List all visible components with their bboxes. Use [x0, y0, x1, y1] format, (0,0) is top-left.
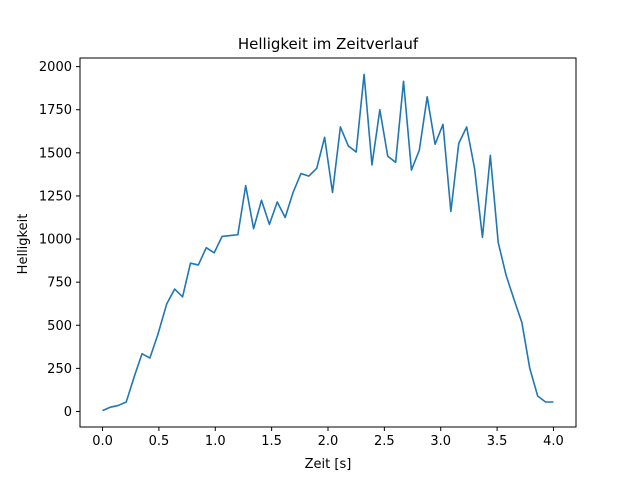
- y-tick-label: 1000: [39, 233, 72, 248]
- x-tick-label: 2.0: [318, 434, 339, 449]
- x-tick-label: 4.0: [543, 434, 564, 449]
- y-axis-label: Helligkeit: [16, 214, 31, 275]
- y-tick-label: 750: [47, 276, 72, 291]
- plot-background: [80, 58, 576, 427]
- x-tick-label: 0.5: [149, 434, 170, 449]
- x-tick-label: 3.0: [430, 434, 451, 449]
- data-layer: [102, 73, 554, 412]
- x-tick-label: 1.5: [261, 434, 282, 449]
- y-tick-label: 1750: [39, 103, 72, 118]
- labels-layer: Helligkeit im Zeitverlauf Zeit [s] Helli…: [16, 35, 419, 472]
- x-tick-label: 3.5: [487, 434, 508, 449]
- x-tick-label: 1.0: [205, 434, 226, 449]
- x-tick-label: 0.0: [92, 434, 113, 449]
- axes-layer: 0.0 0.5 1.0 1.5 2.0 2.5 3.0 3.5 4.0 0 250 500 750 100…: [39, 57, 577, 449]
- x-tick-label: 2.5: [374, 434, 395, 449]
- y-tick-label: 0: [64, 405, 72, 420]
- y-tick-label: 1500: [39, 146, 72, 161]
- series-line-helligkeit: [102, 73, 554, 412]
- plot-area: [80, 58, 576, 427]
- y-tick-label: 2000: [39, 60, 72, 75]
- y-tick-label: 1250: [39, 189, 72, 204]
- x-axis-label: Zeit [s]: [305, 457, 352, 472]
- y-tick-label: 500: [47, 319, 72, 334]
- chart-title: Helligkeit im Zeitverlauf: [238, 35, 419, 53]
- y-tick-label: 250: [47, 362, 72, 377]
